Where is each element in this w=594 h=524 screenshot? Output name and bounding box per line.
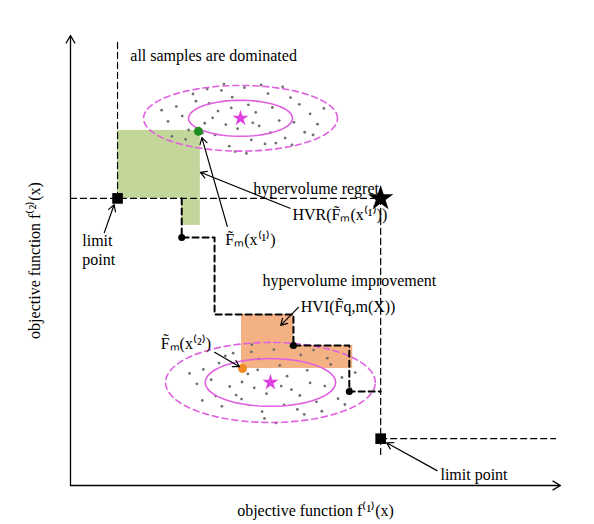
svg-text:limitpoint: limitpoint <box>82 232 115 269</box>
svg-text:hypervolume improvement: hypervolume improvement <box>263 272 437 290</box>
svg-text:objective function f⁽²⁾(x): objective function f⁽²⁾(x) <box>25 182 44 339</box>
svg-text:all samples are dominated: all samples are dominated <box>130 47 297 65</box>
svg-text:hypervolume regret: hypervolume regret <box>253 180 379 198</box>
svg-text:HVI(F̃q,m(X)): HVI(F̃q,m(X)) <box>301 298 396 316</box>
svg-text:objective function f⁽¹⁾(x): objective function f⁽¹⁾(x) <box>237 501 394 520</box>
svg-text:F̃ₘ(x⁽²⁾): F̃ₘ(x⁽²⁾) <box>161 334 211 353</box>
svg-text:F̃ₘ(x⁽¹⁾): F̃ₘ(x⁽¹⁾) <box>225 230 275 249</box>
svg-text:limit point: limit point <box>440 465 508 483</box>
svg-text:HVR(F̃ₘ(x⁽¹⁾)): HVR(F̃ₘ(x⁽¹⁾)) <box>292 205 387 224</box>
